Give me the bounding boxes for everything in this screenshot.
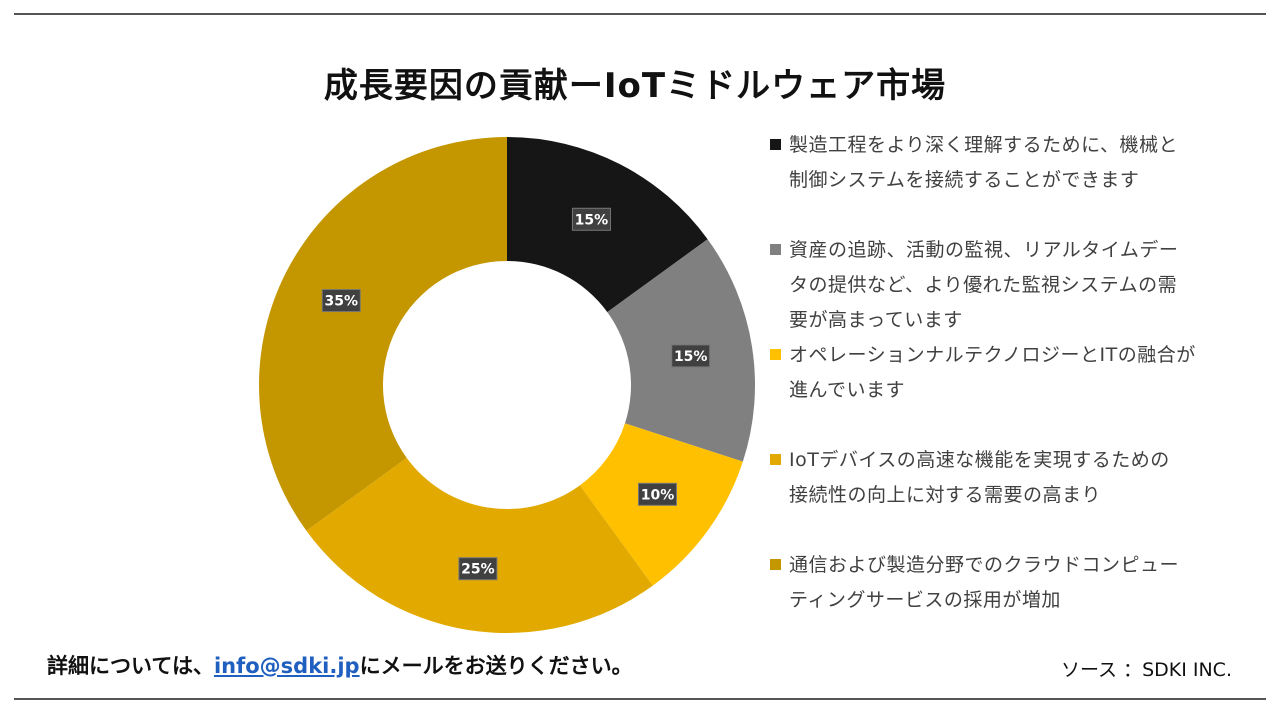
legend-line: 製造工程をより深く理解するために、機械と (789, 134, 1179, 156)
legend-label-3: オペレーションナルテクノロジーとITの融合が 進んでいます (789, 338, 1196, 408)
bottom-rule (14, 698, 1266, 700)
legend-line: 要が高まっています (789, 309, 963, 331)
contact-email-link[interactable]: info@sdki.jp (213, 654, 360, 678)
source-note: ソース ：SDKI INC. (1060, 659, 1232, 681)
slice-label-2: 15% (671, 344, 711, 368)
legend-line: IoTデバイスの高速な機能を実現するための (789, 449, 1170, 471)
legend-line: 進んでいます (789, 379, 906, 401)
donut-slice-4 (306, 457, 653, 633)
slice-label-box-1 (571, 207, 611, 231)
slice-label-3: 10% (637, 482, 677, 506)
contact-note: 詳細については、info@sdki.jpにメールをお送りください。 (47, 650, 633, 680)
slice-label-1: 15% (571, 207, 611, 231)
legend-line: 資産の追跡、活動の監視、リアルタイムデー (789, 239, 1179, 261)
legend-line: 通信および製造分野でのクラウドコンピュー (789, 554, 1180, 576)
top-rule (14, 13, 1266, 15)
legend-item-2: 資産の追跡、活動の監視、リアルタイムデー タの提供など、より優れた監視システムの需… (770, 233, 1230, 338)
legend-line: オペレーションナルテクノロジーとITの融合が (789, 344, 1196, 366)
legend-line: 接続性の向上に対する需要の高まり (789, 484, 1102, 506)
contact-suffix: にメールをお送りください。 (359, 654, 633, 678)
legend-label-5: 通信および製造分野でのクラウドコンピュー ティングサービスの採用が増加 (789, 548, 1179, 618)
legend-swatch-5 (770, 559, 781, 570)
legend-swatch-2 (770, 244, 781, 255)
slice-label-4: 25% (458, 557, 498, 581)
legend-item-1: 製造工程をより深く理解するために、機械と 制御システムを接続することができます (770, 128, 1230, 198)
legend-item-4: IoTデバイスの高速な機能を実現するための 接続性の向上に対する需要の高まり (770, 443, 1230, 513)
slice-label-box-4 (458, 557, 498, 581)
legend-line: タの提供など、より優れた監視システムの需 (789, 274, 1178, 296)
slice-label-text-1: 15% (575, 212, 609, 228)
legend-item-3: オペレーションナルテクノロジーとITの融合が 進んでいます (770, 338, 1230, 408)
legend-label-4: IoTデバイスの高速な機能を実現するための 接続性の向上に対する需要の高まり (789, 443, 1170, 513)
slice-label-box-5 (321, 289, 361, 313)
legend-item-5: 通信および製造分野でのクラウドコンピュー ティングサービスの採用が増加 (770, 548, 1230, 618)
slice-label-5: 35% (321, 289, 361, 313)
chart-title: 成長要因の貢献ーIoTミドルウェア市場 (323, 66, 947, 106)
legend-swatch-3 (770, 349, 781, 360)
slice-label-text-5: 35% (325, 294, 359, 310)
legend-label-2: 資産の追跡、活動の監視、リアルタイムデー タの提供など、より優れた監視システムの需… (789, 233, 1178, 338)
legend-swatch-1 (770, 139, 781, 150)
legend-label-1: 製造工程をより深く理解するために、機械と 制御システムを接続することができます (789, 128, 1178, 198)
donut-slice-5 (259, 137, 507, 531)
slice-label-text-2: 15% (674, 349, 708, 365)
slice-label-box-3 (637, 482, 677, 506)
contact-prefix: 詳細については、 (47, 654, 214, 678)
slice-label-text-3: 10% (641, 487, 675, 503)
donut-chart: 15% 15% 10% 25% 35% (259, 137, 755, 633)
slice-label-box-2 (671, 344, 711, 368)
legend-swatch-4 (770, 454, 781, 465)
legend-line: ティングサービスの採用が増加 (789, 589, 1061, 611)
slice-label-text-4: 25% (461, 562, 495, 578)
legend-line: 制御システムを接続することができます (789, 169, 1140, 191)
